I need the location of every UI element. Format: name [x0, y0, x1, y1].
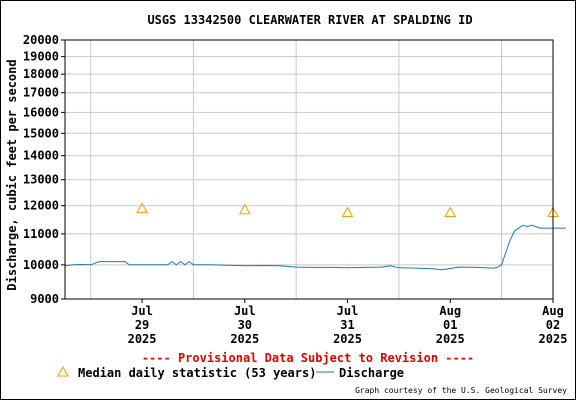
y-tick-label: 12000 — [23, 199, 59, 213]
provisional-note: ---- Provisional Data Subject to Revisio… — [142, 351, 474, 365]
y-tick-label: 13000 — [23, 173, 59, 187]
y-tick-label: 10000 — [23, 258, 59, 272]
legend-median-label: Median daily statistic (53 years) — [78, 366, 316, 380]
x-tick-label: 31 — [340, 318, 354, 332]
x-tick-label: Aug — [542, 304, 564, 318]
x-tick-label: 02 — [546, 318, 560, 332]
x-tick-label: 2025 — [333, 332, 362, 346]
x-tick-label: 2025 — [128, 332, 157, 346]
x-tick-label: 29 — [135, 318, 149, 332]
x-axis: Jul292025Jul302025Jul312025Aug012025Aug0… — [128, 299, 568, 346]
x-tick-label: Jul — [234, 304, 256, 318]
median-marker — [444, 206, 457, 218]
x-tick-label: 2025 — [436, 332, 465, 346]
credit-text: Graph courtesy of the U.S. Geological Su… — [355, 386, 567, 395]
x-tick-label: 2025 — [230, 332, 259, 346]
y-tick-label: 20000 — [23, 33, 59, 47]
discharge-line — [64, 224, 566, 271]
x-tick-label: Jul — [337, 304, 359, 318]
y-tick-label: 16000 — [23, 105, 59, 119]
y-tick-label: 17000 — [23, 86, 59, 100]
y-tick-label: 19000 — [23, 50, 59, 64]
median-marker — [136, 202, 148, 213]
x-tick-label: 01 — [443, 318, 457, 332]
y-axis: 9000 10000 11000 12000 13000 14000 15000 16000 1… — [23, 33, 65, 306]
chart-title: USGS 13342500 CLEARWATER RIVER AT SPALDI… — [147, 13, 472, 27]
y-tick-label: 14000 — [23, 149, 59, 163]
plot-area — [64, 202, 566, 271]
x-tick-label: Jul — [131, 304, 153, 318]
x-tick-label: 30 — [238, 318, 252, 332]
y-tick-label: 9000 — [30, 292, 59, 306]
plot-border — [64, 39, 554, 300]
x-tick-label: 2025 — [539, 332, 568, 346]
y-tick-label: 15000 — [23, 126, 59, 140]
x-tick-label: Aug — [439, 304, 461, 318]
median-marker — [341, 206, 354, 218]
y-tick-label: 18000 — [23, 67, 59, 81]
grid — [65, 39, 553, 300]
legend-median-triangle-icon — [57, 365, 69, 377]
y-axis-label: Discharge, cubic feet per second — [5, 59, 19, 290]
median-marker — [238, 203, 251, 215]
legend: Median daily statistic (53 years) Discha… — [57, 365, 404, 380]
legend-discharge-label: Discharge — [339, 366, 404, 380]
y-tick-label: 11000 — [23, 227, 59, 241]
